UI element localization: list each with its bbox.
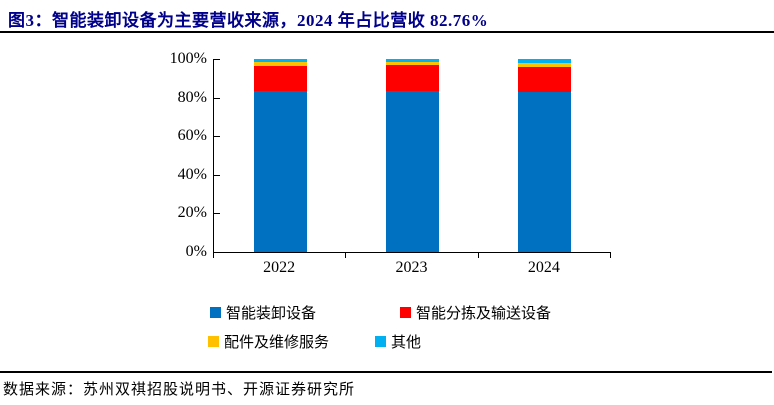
y-axis-tick-mark xyxy=(214,97,220,99)
x-axis-tick-mark xyxy=(345,253,347,258)
footer-divider xyxy=(0,371,772,373)
legend-item: 智能分拣及输送设备 xyxy=(400,302,551,323)
bar-segment xyxy=(518,92,572,252)
stacked-bar-2024 xyxy=(518,59,572,252)
bar-segment xyxy=(386,62,439,65)
y-axis-tick-mark xyxy=(214,213,220,215)
y-axis-tick-mark xyxy=(214,174,220,176)
legend-label: 其他 xyxy=(391,335,422,351)
bar-segment xyxy=(253,91,307,252)
x-axis-tick-mark xyxy=(477,253,479,258)
legend-swatch xyxy=(208,336,219,347)
legend-item: 其他 xyxy=(375,331,421,352)
bar-segment xyxy=(386,90,439,252)
x-axis-category-label: 2024 xyxy=(527,259,560,276)
y-axis-tick-mark xyxy=(214,136,220,138)
y-axis-tick-label: 80% xyxy=(177,88,207,106)
bar-segment xyxy=(253,61,307,66)
x-axis-category-label: 2022 xyxy=(263,259,296,276)
y-axis-tick-mark xyxy=(214,252,220,253)
legend-swatch xyxy=(210,307,221,318)
legend-swatch xyxy=(400,307,411,318)
legend-label: 智能分拣及输送设备 xyxy=(416,306,552,322)
stacked-bar-2022 xyxy=(253,59,307,252)
figure-title: 图3：智能装卸设备为主要营收来源，2024 年占比营收 82.76% xyxy=(8,11,489,30)
bar-segment xyxy=(386,59,439,63)
bar-segment xyxy=(518,67,572,93)
legend-swatch xyxy=(375,336,386,347)
legend-item: 配件及维修服务 xyxy=(208,331,329,352)
legend-label: 智能装卸设备 xyxy=(226,306,317,322)
y-axis-tick-label: 100% xyxy=(169,50,207,67)
legend-item: 智能装卸设备 xyxy=(210,302,316,323)
x-axis-category-label: 2023 xyxy=(395,259,428,276)
bar-segment xyxy=(518,59,572,64)
y-axis-tick-label: 60% xyxy=(177,127,207,145)
plot-area xyxy=(213,59,611,253)
legend-label: 配件及维修服务 xyxy=(224,335,330,351)
y-axis-tick-label: 40% xyxy=(177,165,207,183)
y-axis-tick-label: 0% xyxy=(185,243,207,260)
bar-segment xyxy=(518,63,572,68)
title-divider xyxy=(0,31,774,33)
bar-segment xyxy=(253,59,307,62)
data-source: 数据来源：苏州双祺招股说明书、开源证券研究所 xyxy=(3,382,356,398)
y-axis-tick-mark xyxy=(214,59,220,60)
x-axis-tick-mark xyxy=(213,253,214,258)
stacked-bar-2023 xyxy=(386,59,439,252)
bar-segment xyxy=(253,65,307,92)
y-axis-tick-label: 20% xyxy=(177,204,207,222)
bar-segment xyxy=(386,65,439,91)
x-axis-tick-mark xyxy=(610,253,611,258)
